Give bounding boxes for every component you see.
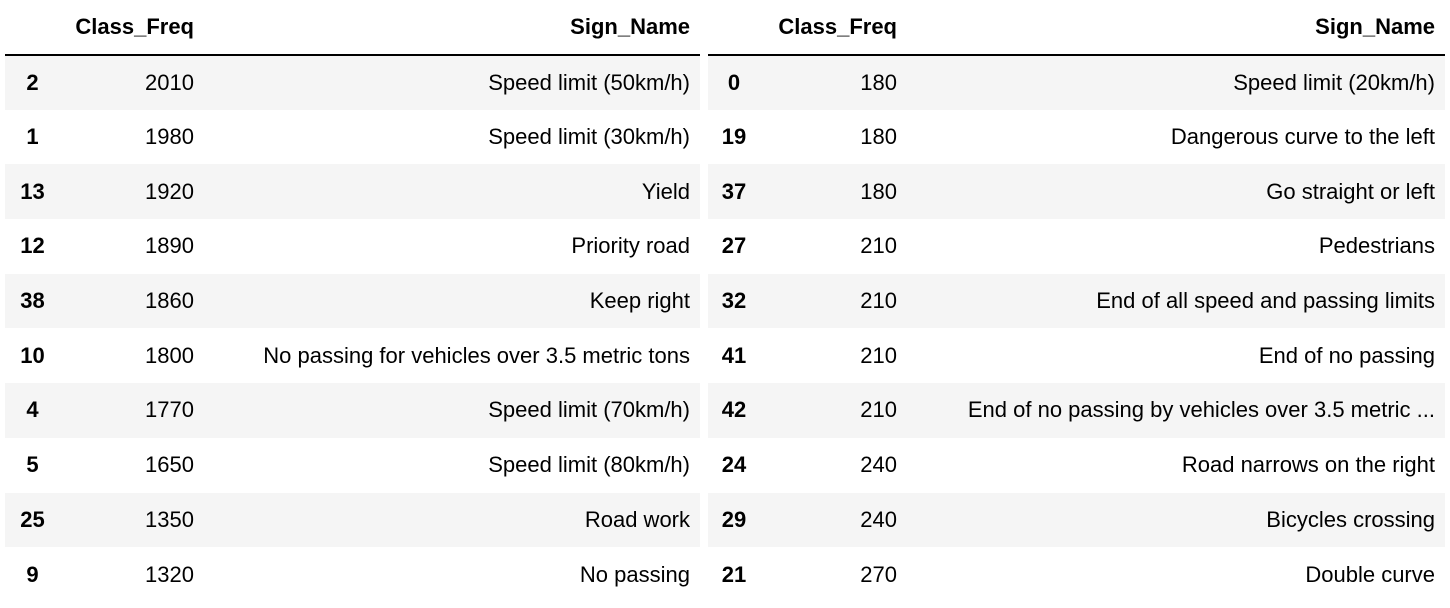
row-index: 2 [26, 69, 39, 95]
header-row: Class_Freq Sign_Name [5, 0, 700, 56]
table-row: 5 1650 Speed limit (80km/h) [5, 437, 700, 493]
row-index: 41 [721, 342, 747, 368]
row-index: 13 [20, 178, 45, 204]
table-row: 29 240 Bicycles crossing [708, 492, 1445, 548]
table-row: 13 1920 Yield [5, 164, 700, 220]
class-freq-cell: 1800 [145, 342, 194, 368]
row-index: 32 [721, 288, 747, 314]
sign-name-cell: Yield [641, 178, 690, 204]
table-row: 12 1890 Priority road [5, 219, 700, 274]
sign-name-cell: End of no passing [1258, 342, 1435, 368]
sign-name-header: Sign_Name [204, 0, 700, 56]
row-index: 38 [20, 288, 45, 314]
row-index: 1 [26, 124, 39, 150]
index-header [708, 0, 760, 56]
class-freq-cell: 210 [860, 288, 897, 314]
sign-name-header: Sign_Name [907, 0, 1445, 56]
row-index: 5 [26, 452, 39, 478]
sign-name-cell: No passing for vehicles over 3.5 metric … [263, 342, 690, 368]
index-header [5, 0, 60, 56]
row-index: 9 [26, 561, 39, 587]
sign-name-cell: Speed limit (50km/h) [488, 69, 690, 95]
table-row: 38 1860 Keep right [5, 273, 700, 329]
table-row: 10 1800 No passing for vehicles over 3.5… [5, 328, 700, 384]
class-freq-cell: 210 [860, 233, 897, 259]
row-index: 19 [721, 124, 747, 150]
sign-name-cell: End of all speed and passing limits [1096, 288, 1435, 314]
sign-name-cell: Speed limit (80km/h) [488, 452, 690, 478]
table-row: 21 270 Double curve [708, 547, 1445, 602]
row-index: 29 [721, 506, 747, 532]
sign-name-cell: Pedestrians [1318, 233, 1435, 259]
sign-name-cell: Dangerous curve to the left [1170, 124, 1435, 150]
table-row: 1 1980 Speed limit (30km/h) [5, 109, 700, 165]
class-freq-cell: 1350 [145, 506, 194, 532]
table-row: 42 210 End of no passing by vehicles ove… [708, 383, 1445, 438]
row-index: 10 [20, 342, 45, 368]
class-freq-cell: 180 [860, 178, 897, 204]
sign-name-cell: Priority road [571, 233, 690, 259]
sign-name-cell: Speed limit (20km/h) [1233, 69, 1435, 95]
row-index: 42 [721, 397, 747, 423]
class-freq-cell: 240 [860, 452, 897, 478]
row-index: 25 [20, 506, 45, 532]
table-row: 2 2010 Speed limit (50km/h) [5, 55, 700, 110]
table-row: 9 1320 No passing [5, 547, 700, 602]
table-row: 19 180 Dangerous curve to the left [708, 109, 1445, 165]
row-index: 12 [20, 233, 45, 259]
row-index: 4 [26, 397, 39, 423]
class-freq-cell: 240 [860, 506, 897, 532]
class-freq-cell: 270 [860, 561, 897, 587]
sign-name-cell: No passing [579, 561, 690, 587]
table-row: 37 180 Go straight or left [708, 164, 1445, 220]
class-freq-header: Class_Freq [60, 0, 204, 56]
table-row: 32 210 End of all speed and passing limi… [708, 273, 1445, 329]
class-freq-cell: 180 [860, 124, 897, 150]
sign-name-cell: Go straight or left [1266, 178, 1435, 204]
sign-name-cell: Bicycles crossing [1266, 506, 1435, 532]
class-freq-cell: 1650 [145, 452, 194, 478]
class-freq-cell: 1860 [145, 288, 194, 314]
row-index: 27 [721, 233, 747, 259]
table-row: 27 210 Pedestrians [708, 219, 1445, 274]
class-freq-cell: 1320 [145, 561, 194, 587]
table-row: 0 180 Speed limit (20km/h) [708, 55, 1445, 110]
row-index: 0 [727, 69, 741, 95]
class-freq-cell: 1890 [145, 233, 194, 259]
class-freq-cell: 210 [860, 342, 897, 368]
class-freq-cell: 180 [860, 69, 897, 95]
table-row: 25 1350 Road work [5, 492, 700, 548]
sign-name-cell: Road work [584, 506, 690, 532]
class-freq-cell: 1980 [145, 124, 194, 150]
row-index: 21 [721, 561, 747, 587]
header-row: Class_Freq Sign_Name [708, 0, 1445, 56]
class-freq-cell: 1770 [145, 397, 194, 423]
class-freq-cell: 210 [860, 397, 897, 423]
sign-name-cell: Road narrows on the right [1181, 452, 1435, 478]
table-row: 41 210 End of no passing [708, 328, 1445, 384]
class-freq-header: Class_Freq [760, 0, 907, 56]
row-index: 24 [721, 452, 747, 478]
bottom-classes-table: Class_Freq Sign_Name 0 180 Speed limit (… [708, 0, 1445, 602]
sign-name-cell: End of no passing by vehicles over 3.5 m… [967, 397, 1435, 423]
row-index: 37 [721, 178, 747, 204]
class-freq-cell: 2010 [145, 69, 194, 95]
table-row: 4 1770 Speed limit (70km/h) [5, 383, 700, 438]
class-freq-cell: 1920 [145, 178, 194, 204]
sign-name-cell: Speed limit (30km/h) [488, 124, 690, 150]
sign-name-cell: Double curve [1305, 561, 1435, 587]
top-classes-table: Class_Freq Sign_Name 2 2010 Speed limit … [5, 0, 700, 602]
sign-name-cell: Speed limit (70km/h) [488, 397, 690, 423]
sign-name-cell: Keep right [589, 288, 690, 314]
table-row: 24 240 Road narrows on the right [708, 437, 1445, 493]
